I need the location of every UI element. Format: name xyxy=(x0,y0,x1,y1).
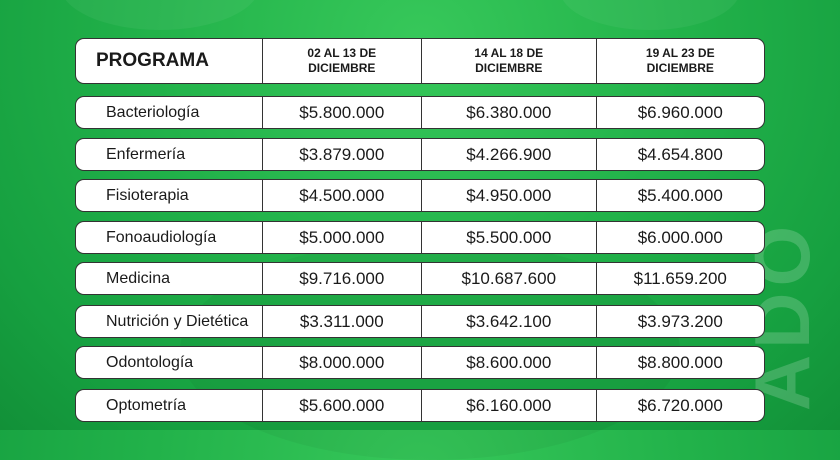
price-period-1: $5.600.000 xyxy=(261,390,422,421)
table-row: Optometría $5.600.000 $6.160.000 $6.720.000 xyxy=(75,389,765,422)
price-period-2: $6.380.000 xyxy=(421,97,595,128)
program-cell: Fonoaudiología xyxy=(106,228,217,246)
header-period-3: 19 AL 23 DE DICIEMBRE xyxy=(595,39,765,83)
header-period-3-line1: 19 AL 23 DE xyxy=(645,46,715,60)
header-period-2-line1: 14 AL 18 DE xyxy=(474,46,544,60)
background-shape xyxy=(60,0,260,30)
table-row: Fonoaudiología $5.000.000 $5.500.000 $6.000… xyxy=(75,221,765,254)
price-period-1: $9.716.000 xyxy=(261,263,422,294)
price-period-1: $3.879.000 xyxy=(261,139,422,170)
header-period-1: 02 AL 13 DE DICIEMBRE xyxy=(261,39,422,83)
table-row: Odontología $8.000.000 $8.600.000 $8.800.00… xyxy=(75,346,765,379)
price-period-2: $8.600.000 xyxy=(421,347,595,378)
table-row: Medicina $9.716.000 $10.687.600 $11.659.200 xyxy=(75,262,765,295)
program-cell: Bacteriología xyxy=(106,103,200,121)
price-period-2: $4.950.000 xyxy=(421,180,595,211)
price-period-3: $3.973.200 xyxy=(595,306,764,337)
table-row: Nutrición y Dietética $3.311.000 $3.642.10… xyxy=(75,305,765,338)
price-period-3: $11.659.200 xyxy=(595,263,764,294)
price-period-1: $4.500.000 xyxy=(261,180,422,211)
header-period-1-line1: 02 AL 13 DE xyxy=(307,46,377,60)
price-period-1: $8.000.000 xyxy=(261,347,422,378)
price-period-3: $6.000.000 xyxy=(595,222,764,253)
price-period-3: $4.654.800 xyxy=(595,139,764,170)
price-period-3: $6.720.000 xyxy=(595,390,764,421)
price-period-3: $6.960.000 xyxy=(595,97,764,128)
program-cell: Enfermería xyxy=(106,145,186,163)
background-shape xyxy=(560,0,740,30)
price-period-3: $8.800.000 xyxy=(595,347,764,378)
program-cell: Fisioterapia xyxy=(106,186,189,204)
price-period-1: $3.311.000 xyxy=(261,306,422,337)
price-period-2: $6.160.000 xyxy=(421,390,595,421)
program-cell: Nutrición y Dietética xyxy=(106,312,249,330)
header-period-3-line2: DICIEMBRE xyxy=(646,61,714,75)
price-period-2: $10.687.600 xyxy=(421,263,595,294)
table-row: Enfermería $3.879.000 $4.266.900 $4.654.800 xyxy=(75,138,765,171)
table-row: Bacteriología $5.800.000 $6.380.000 $6.960.… xyxy=(75,96,765,129)
header-period-1-line2: DICIEMBRE xyxy=(308,61,376,75)
program-cell: Odontología xyxy=(106,353,194,371)
program-cell: Optometría xyxy=(106,396,187,414)
price-period-3: $5.400.000 xyxy=(595,180,764,211)
header-programa: PROGRAMA xyxy=(96,50,209,71)
price-period-2: $5.500.000 xyxy=(421,222,595,253)
price-period-2: $4.266.900 xyxy=(421,139,595,170)
price-period-1: $5.000.000 xyxy=(261,222,422,253)
price-period-1: $5.800.000 xyxy=(261,97,422,128)
program-cell: Medicina xyxy=(106,269,171,287)
table-row: Fisioterapia $4.500.000 $4.950.000 $5.400.0… xyxy=(75,179,765,212)
table-header-row: PROGRAMA 02 AL 13 DE DICIEMBRE 14 AL 18 … xyxy=(75,38,765,84)
price-period-2: $3.642.100 xyxy=(421,306,595,337)
header-period-2: 14 AL 18 DE DICIEMBRE xyxy=(421,39,595,83)
header-period-2-line2: DICIEMBRE xyxy=(475,61,543,75)
